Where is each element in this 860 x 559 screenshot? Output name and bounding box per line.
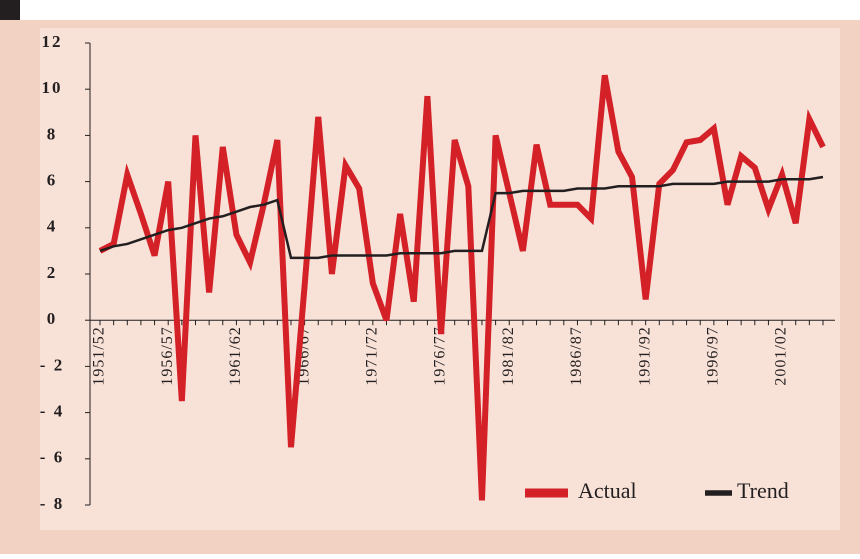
y-tick-label: 6 [47, 171, 58, 190]
y-tick-label: 0 [47, 309, 58, 328]
x-tick-label: 2001/02 [773, 326, 790, 385]
y-tick-label: 12 [42, 32, 63, 51]
x-tick-label: 1986/87 [568, 326, 585, 385]
y-tick-label: 4 [47, 217, 58, 236]
y-tick-label: - 8 [40, 494, 64, 513]
x-tick-label: 1961/62 [227, 326, 244, 385]
series-line [98, 74, 826, 501]
x-tick-label: 1951/52 [91, 326, 108, 385]
x-tick-label: 1991/92 [636, 326, 653, 385]
y-tick-label: - 6 [40, 448, 64, 467]
series-line [99, 175, 824, 260]
x-tick-label: 1981/82 [500, 326, 517, 385]
x-tick-label: 1996/97 [705, 326, 722, 385]
legend-label: Actual [578, 478, 637, 503]
y-tick-label: - 4 [40, 402, 64, 421]
legend-label: Trend [737, 478, 789, 503]
x-tick-label: 1956/57 [159, 326, 176, 385]
y-tick-label: 2 [47, 263, 58, 282]
x-tick-label: 1976/77 [432, 326, 449, 385]
y-tick-label: - 2 [40, 355, 64, 374]
header-block [0, 0, 20, 20]
header-strip [0, 0, 860, 20]
y-tick-label: 10 [42, 78, 63, 97]
x-tick-label: 1971/72 [364, 326, 381, 385]
y-tick-label: 8 [47, 124, 58, 143]
